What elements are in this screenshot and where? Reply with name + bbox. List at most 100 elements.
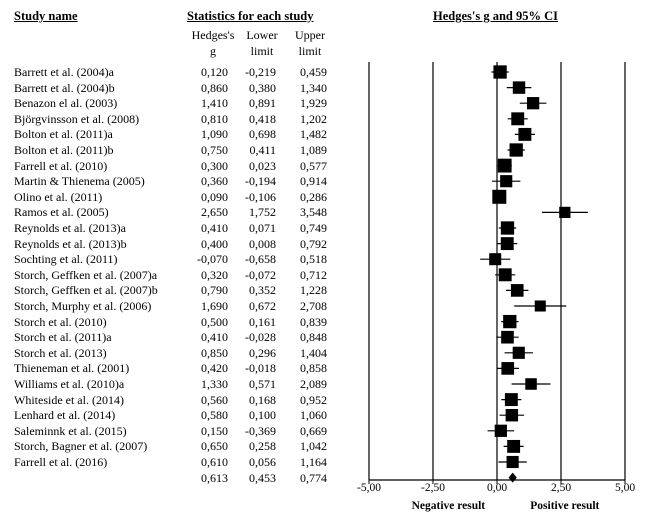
upper-limit-value: 1,340: [300, 80, 327, 95]
hedges-g-value: 2,650: [201, 205, 228, 220]
lower-limit-value: 0,071: [249, 221, 276, 235]
x-tick-label: 5,00: [615, 482, 635, 494]
effect-size-marker: [506, 455, 519, 469]
lower-limit-value: 1,752: [249, 205, 276, 220]
hedges-g-value: 1,330: [201, 377, 228, 391]
lower-limit-value: 0,258: [249, 439, 276, 454]
effect-size-marker: [511, 112, 525, 126]
effect-size-marker: [534, 300, 546, 312]
hedges-g-value: 0,360: [201, 174, 228, 189]
upper-limit-value: 0,839: [300, 314, 327, 329]
study-name-header: Study name: [14, 9, 78, 23]
col-lower-header-line2: limit: [250, 44, 274, 58]
study-name: Barrett et al. (2004)a: [14, 65, 114, 79]
lower-limit-value: -0,106: [245, 189, 276, 204]
upper-limit-value: 0,749: [300, 221, 327, 235]
study-name: Lenhard et al. (2014): [14, 408, 116, 423]
upper-limit-value: 0,669: [300, 423, 327, 438]
lower-limit-value: 0,698: [249, 127, 276, 142]
upper-limit-value: 2,708: [300, 299, 327, 313]
study-name: Storch, Murphy et al. (2006): [14, 299, 152, 313]
lower-limit-value: 0,571: [249, 377, 276, 391]
effect-size-marker: [525, 378, 537, 390]
upper-limit-value: 3,548: [300, 205, 327, 220]
study-name: Bolton et al. (2011)a: [14, 127, 113, 142]
effect-size-marker: [501, 362, 515, 375]
hedges-g-value: 0,410: [201, 221, 228, 235]
upper-limit-value: 1,089: [300, 143, 327, 157]
effect-size-marker: [510, 284, 524, 297]
effect-size-marker: [500, 175, 513, 188]
lower-limit-value: 0,672: [249, 299, 276, 313]
effect-size-marker: [518, 127, 532, 141]
effect-size-marker: [500, 221, 515, 235]
upper-limit-value: 0,286: [300, 189, 327, 204]
lower-limit-value: -0,369: [245, 423, 276, 438]
upper-limit-value: 0,459: [300, 65, 327, 79]
lower-limit-value: 0,023: [249, 158, 276, 173]
ci-header: Hedges's g and 95% CI: [433, 9, 559, 23]
study-name: Olino et al. (2011): [14, 189, 103, 204]
col-g-header: Hedges's g: [183, 27, 243, 59]
lower-limit-value: 0,891: [249, 96, 276, 111]
effect-size-marker: [507, 439, 521, 453]
hedges-g-value: 0,650: [201, 439, 228, 454]
upper-limit-value: 1,164: [300, 455, 327, 469]
x-tick-label: 0,00: [487, 482, 507, 494]
effect-size-marker: [504, 393, 518, 407]
lower-limit-value: 0,100: [249, 408, 276, 423]
summary-g-value: 0,613: [201, 470, 228, 485]
study-name: Björgvinsson et al. (2008): [14, 111, 140, 126]
study-name: Reynolds et al. (2013)a: [14, 221, 126, 235]
study-name: Storch, Bagner et al. (2007): [14, 439, 148, 454]
summary-upper-value: 0,774: [300, 470, 327, 485]
lower-limit-value: 0,168: [249, 392, 276, 407]
upper-limit-value: 1,929: [300, 96, 327, 111]
hedges-g-value: 0,560: [201, 392, 228, 407]
upper-limit-value: 0,577: [300, 158, 327, 173]
summary-lower-value: 0,453: [249, 470, 276, 485]
hedges-g-value: 0,810: [201, 111, 228, 126]
hedges-g-value: 1,090: [201, 127, 228, 142]
lower-limit-value: -0,194: [245, 174, 276, 189]
upper-limit-value: 1,202: [300, 111, 327, 126]
effect-size-marker: [500, 237, 514, 251]
effect-size-marker: [498, 268, 512, 282]
upper-limit-value: 0,952: [300, 392, 327, 407]
study-name: Martin & Thienema (2005): [14, 174, 145, 189]
study-name: Storch, Geffken et al. (2007)b: [14, 283, 158, 298]
col-upper-header-line2: limit: [298, 44, 322, 58]
hedges-g-value: 1,690: [201, 299, 228, 313]
hedges-g-value: 0,300: [201, 158, 228, 173]
study-name: Storch et al. (2013): [14, 345, 107, 360]
hedges-g-value: 0,150: [201, 423, 228, 438]
study-name: Bolton et al. (2011)b: [14, 143, 114, 157]
effect-size-marker: [492, 189, 507, 204]
hedges-g-value: 0,790: [201, 283, 228, 298]
study-name: Farrell et al. (2016): [14, 455, 108, 469]
hedges-g-value: 0,860: [201, 80, 228, 95]
upper-limit-value: 0,914: [300, 174, 327, 189]
lower-limit-value: 0,352: [249, 283, 276, 298]
upper-limit-value: 1,482: [300, 127, 327, 142]
hedges-g-value: 0,610: [201, 455, 228, 469]
lower-limit-value: -0,072: [245, 267, 276, 282]
lower-limit-value: 0,161: [249, 314, 276, 329]
summary-diamond: [508, 472, 517, 483]
x-tick-label: -2,50: [421, 482, 445, 494]
upper-limit-value: 0,792: [300, 236, 327, 251]
study-name: Storch et al. (2010): [14, 314, 107, 329]
effect-size-marker: [559, 206, 571, 219]
lower-limit-value: 0,056: [249, 455, 276, 469]
hedges-g-value: 0,500: [201, 314, 228, 329]
study-name: Farrell et al. (2010): [14, 158, 108, 173]
effect-size-marker: [512, 346, 525, 359]
study-name: Saleminnk et al. (2015): [14, 423, 127, 438]
upper-limit-value: 1,228: [300, 283, 327, 298]
lower-limit-value: 0,418: [249, 111, 276, 126]
col-g-header-line1: Hedges's: [191, 28, 235, 42]
hedges-g-value: -0,070: [197, 252, 228, 267]
lower-limit-value: 0,411: [249, 143, 276, 157]
lower-limit-value: 0,380: [249, 80, 276, 95]
